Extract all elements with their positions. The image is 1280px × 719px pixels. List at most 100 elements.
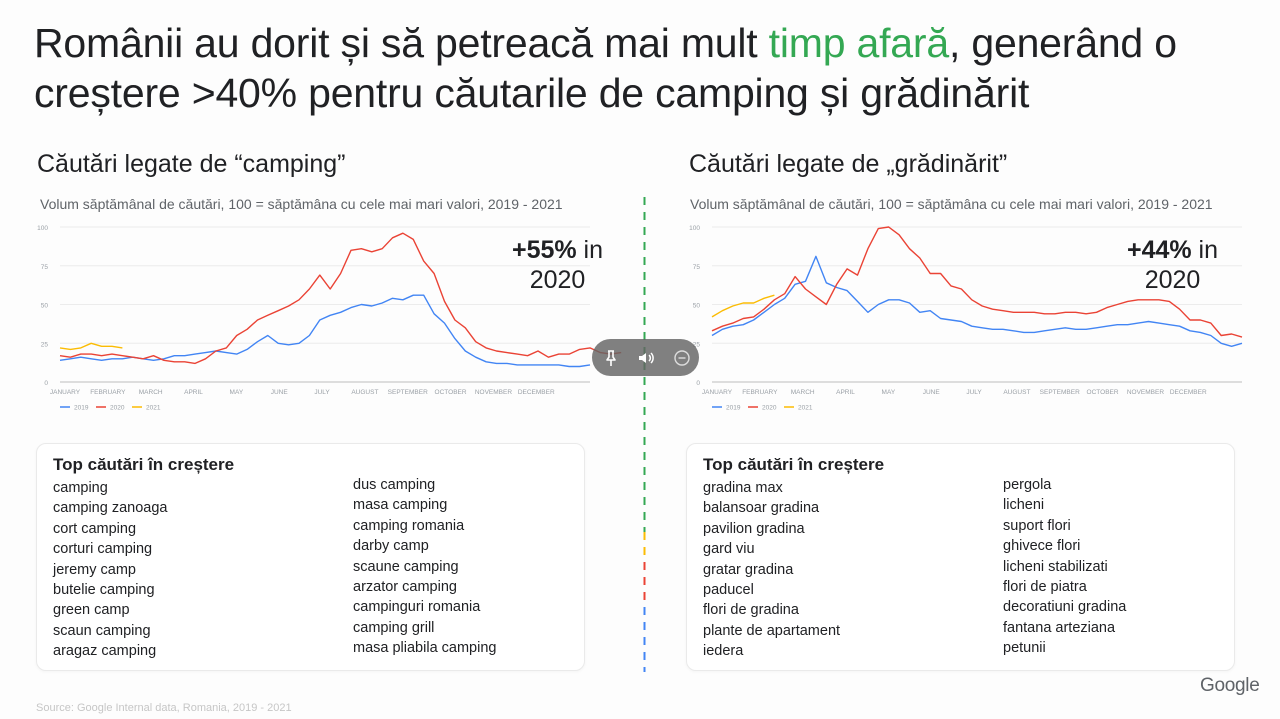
camping-search-term: masa pliabila camping xyxy=(353,640,497,657)
x-tick-label: APRIL xyxy=(836,389,855,396)
camping-line-chart: 0 25 50 75 100 JANUARY FEBRUARY MARCH APRIL MAY JU… xyxy=(37,225,622,412)
x-tick-label: MARCH xyxy=(139,389,163,396)
x-tick-label: JULY xyxy=(966,389,982,396)
gardening-growth-stat: +44% in 2020 xyxy=(1115,235,1230,295)
camping-search-term: jeremy camp xyxy=(53,561,136,578)
camping-panel-title: Căutări legate de “camping” xyxy=(37,150,346,178)
x-tick-label: AUGUST xyxy=(351,389,378,396)
camping-search-term: butelie camping xyxy=(53,582,155,599)
x-tick-label: JULY xyxy=(314,389,330,396)
camping-search-term: camping romania xyxy=(353,517,465,534)
y-tick-label: 0 xyxy=(696,380,700,387)
camping-search-term: darby camp xyxy=(353,538,429,555)
gardening-search-term: licheni stabilizati xyxy=(1003,558,1108,575)
headline-part2: , generând o creștere >40% pentru căutar… xyxy=(34,20,1177,116)
gardening-search-term: paducel xyxy=(703,582,754,599)
media-controls-overlay xyxy=(592,339,699,376)
camping-top-searches-title: Top căutări în creștere xyxy=(53,455,235,474)
x-tick-label: DECEMBER xyxy=(1170,389,1207,396)
camping-search-term: arzator camping xyxy=(353,579,457,596)
x-tick-label: NOVEMBER xyxy=(1127,389,1165,396)
camping-growth-stat: +55% in 2020 xyxy=(500,235,615,295)
series-line-2020 xyxy=(59,232,622,365)
y-tick-label: 75 xyxy=(41,264,49,271)
gardening-search-term: balansoar gradina xyxy=(703,500,820,517)
gardening-searches-column-1: gradina max balansoar gradina pavilion gra… xyxy=(703,478,840,662)
x-tick-label: OCTOBER xyxy=(1087,389,1119,396)
camping-growth-year: 2020 xyxy=(529,266,586,294)
x-tick-label: SEPTEMBER xyxy=(1040,389,1080,396)
y-tick-label: 100 xyxy=(37,225,48,232)
camping-search-term: camping grill xyxy=(353,619,435,636)
x-tick-label: AUGUST xyxy=(1003,389,1030,396)
camping-chart-subtitle: Volum săptămânal de căutări, 100 = săptă… xyxy=(40,196,563,212)
gardening-search-term: iedera xyxy=(703,643,744,660)
x-tick-label: FEBRUARY xyxy=(742,389,778,396)
x-tick-label: JUNE xyxy=(271,389,289,396)
gardening-search-term: ghivece flori xyxy=(1003,538,1081,555)
camping-growth-in: in xyxy=(576,236,604,264)
camping-search-term: masa camping xyxy=(353,497,448,514)
gardening-search-term: pavilion gradina xyxy=(703,520,805,537)
gardening-search-term: gard viu xyxy=(703,541,755,558)
x-tick-label: DECEMBER xyxy=(518,389,555,396)
gardening-search-term: flori de gradina xyxy=(703,602,799,619)
minus-circle-icon[interactable] xyxy=(672,348,692,368)
gardening-top-searches-card: Top căutări în creștere gradina max balan… xyxy=(686,443,1235,671)
gardening-search-term: flori de piatra xyxy=(1003,579,1087,596)
x-tick-label: APRIL xyxy=(184,389,203,396)
y-tick-label: 100 xyxy=(689,225,700,232)
x-tick-label: JANUARY xyxy=(50,389,81,396)
x-tick-label: SEPTEMBER xyxy=(388,389,428,396)
gardening-search-term: licheni xyxy=(1003,497,1045,514)
y-tick-label: 25 xyxy=(41,341,49,348)
pin-icon[interactable] xyxy=(601,348,621,368)
camping-search-term: camping zanoaga xyxy=(53,500,168,517)
headline-accent: timp afară xyxy=(768,20,950,66)
x-tick-label: FEBRUARY xyxy=(90,389,126,396)
camping-search-term: scaun camping xyxy=(53,622,151,639)
y-tick-label: 50 xyxy=(41,303,49,310)
gardening-searches-column-2: pergola licheni suport flori ghivece flori l… xyxy=(1003,475,1126,659)
series-line-2019 xyxy=(59,294,591,368)
camping-top-searches-card: Top căutări în creștere camping camping z… xyxy=(36,443,585,671)
legend-label: 2020 xyxy=(110,405,125,412)
camping-search-term: dus camping xyxy=(353,477,436,493)
gardening-search-term: suport flori xyxy=(1003,517,1071,534)
camping-search-term: scaune camping xyxy=(353,558,459,575)
legend-label: 2019 xyxy=(74,405,89,412)
gardening-line-chart: 0 25 50 75 100 JANUARY FEBRUARY MARCH APRIL MAY JU… xyxy=(689,225,1243,412)
x-tick-label: JANUARY xyxy=(702,389,733,396)
series-line-2021 xyxy=(59,342,123,351)
source-note: Source: Google Internal data, Romania, 2… xyxy=(36,702,292,714)
volume-icon[interactable] xyxy=(636,348,656,368)
series-line-2021 xyxy=(711,294,775,318)
gardening-growth-year: 2020 xyxy=(1144,266,1201,294)
panel-divider xyxy=(643,197,646,672)
gardening-search-term: pergola xyxy=(1003,477,1052,493)
gardening-chart-subtitle: Volum săptămânal de căutări, 100 = săptă… xyxy=(690,196,1213,212)
y-tick-label: 75 xyxy=(693,264,701,271)
x-tick-label: MARCH xyxy=(791,389,815,396)
y-tick-label: 25 xyxy=(693,341,701,348)
gardening-search-term: decoratiuni gradina xyxy=(1003,599,1127,616)
camping-search-term: corturi camping xyxy=(53,541,153,558)
y-tick-label: 0 xyxy=(44,380,48,387)
camping-searches-column-1: camping camping zanoaga cort camping cortur… xyxy=(53,478,167,662)
x-tick-label: OCTOBER xyxy=(435,389,467,396)
headline: Românii au dorit și să petreacă mai mult… xyxy=(34,18,1254,118)
camping-search-term: campinguri romania xyxy=(353,599,481,616)
y-tick-label: 50 xyxy=(693,303,701,310)
x-tick-label: MAY xyxy=(230,389,244,396)
gardening-growth-value: +44% xyxy=(1126,236,1192,264)
x-tick-label: JUNE xyxy=(923,389,941,396)
headline-part1: Românii au dorit și să petreacă mai mult xyxy=(34,20,769,66)
camping-searches-column-2: dus camping masa camping camping romania da… xyxy=(353,475,496,659)
camping-search-term: cort camping xyxy=(53,520,137,537)
legend-label: 2021 xyxy=(798,405,813,412)
legend-label: 2020 xyxy=(762,405,777,412)
x-tick-label: MAY xyxy=(882,389,896,396)
google-logo: Google xyxy=(1200,675,1260,696)
x-tick-label: NOVEMBER xyxy=(475,389,513,396)
gardening-search-term: plante de apartament xyxy=(703,622,841,639)
